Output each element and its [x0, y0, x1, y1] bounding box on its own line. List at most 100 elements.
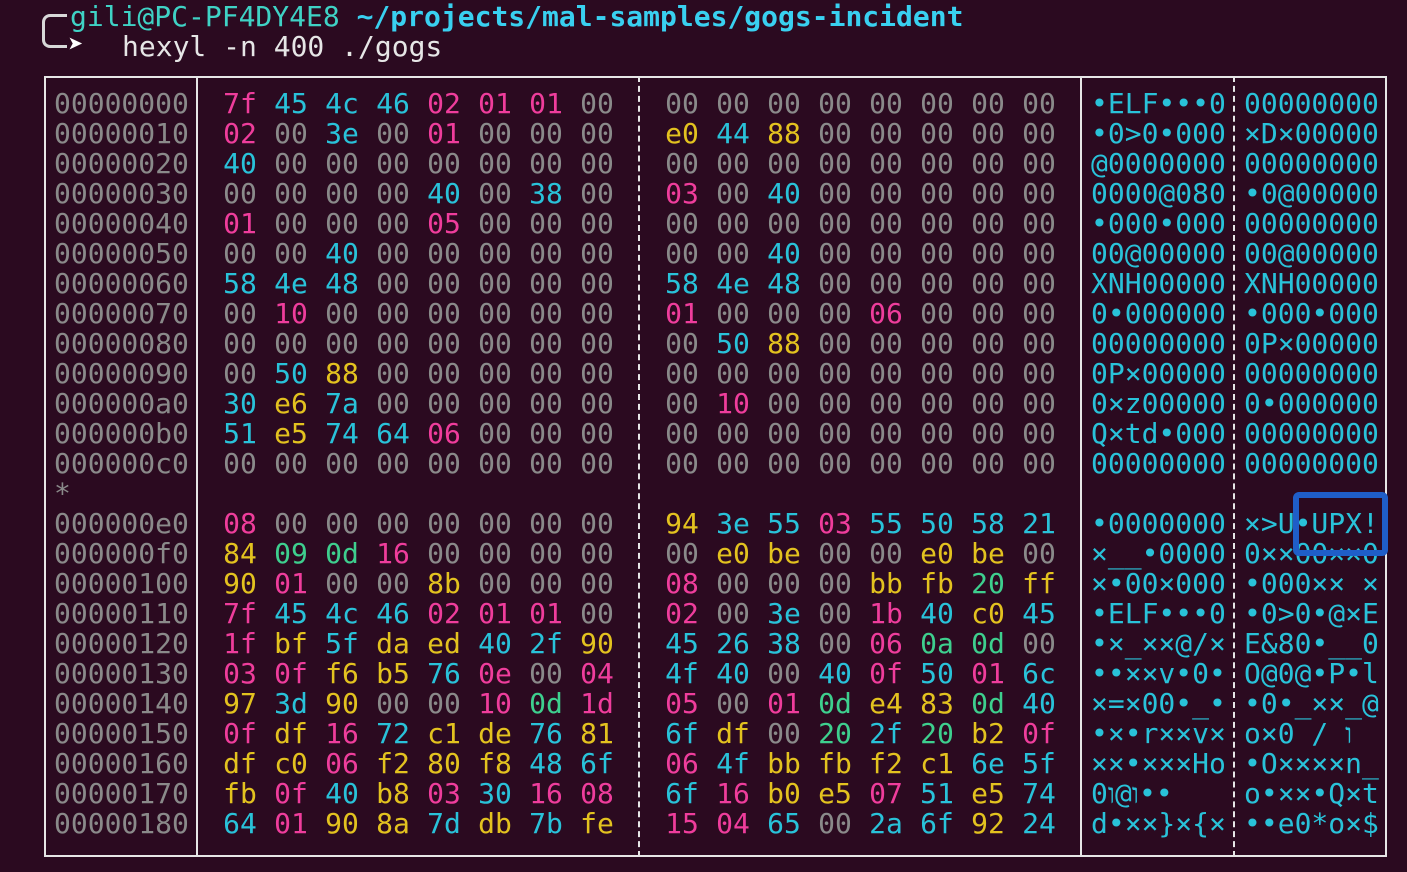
- hex-byte: 00: [869, 267, 903, 300]
- hex-byte: 00: [478, 357, 512, 390]
- text-column-right: 00000000: [1244, 447, 1379, 480]
- hex-byte: 00: [223, 357, 257, 390]
- hex-byte: 00: [1022, 207, 1056, 240]
- hex-byte: f6: [325, 657, 359, 690]
- hex-byte: e0: [920, 537, 954, 570]
- hex-byte: 88: [767, 327, 801, 360]
- hex-byte: 6f: [665, 717, 699, 750]
- hex-byte: 30: [478, 777, 512, 810]
- hex-byte: 1b: [869, 597, 903, 630]
- hex-byte: 00: [580, 507, 614, 540]
- hex-byte: 00: [767, 87, 801, 120]
- row-offset: 00000030: [54, 177, 189, 210]
- hex-byte: 00: [716, 357, 750, 390]
- hex-byte: 45: [274, 597, 308, 630]
- row-offset: 00000100: [54, 567, 189, 600]
- hex-byte: 00: [1022, 627, 1056, 660]
- prompt-arrow-icon: ➤: [68, 30, 84, 60]
- hex-byte: 00: [427, 327, 461, 360]
- hex-byte: 00: [869, 87, 903, 120]
- text-column-right: o•××•Q×t: [1244, 777, 1379, 810]
- hexdump-row: 00000000 7f 45 4c 46 02 01 01 00 00 00 00 00 00 00 00 00…: [0, 89, 1407, 119]
- hex-byte: 2f: [869, 717, 903, 750]
- text-column-left: XNH00000: [1091, 267, 1226, 300]
- hex-byte: 00: [767, 717, 801, 750]
- hex-byte: bb: [767, 747, 801, 780]
- text-column-right: •0•_××_@: [1244, 687, 1379, 720]
- hexdump-row: 00000120 1f bf 5f da ed 40 2f 90 45 26 38 00 06 0a 0d 00…: [0, 629, 1407, 659]
- hex-byte: 00: [427, 507, 461, 540]
- hex-byte: 7f: [223, 87, 257, 120]
- text-column-left: ••××v•0•: [1091, 657, 1226, 690]
- hex-byte: b2: [971, 717, 1005, 750]
- hex-byte: e0: [716, 537, 750, 570]
- text-column-right: 00@00000: [1244, 237, 1379, 270]
- hex-byte: 00: [274, 327, 308, 360]
- hex-byte: c0: [274, 747, 308, 780]
- hex-byte: 20: [920, 717, 954, 750]
- hex-byte: 00: [478, 537, 512, 570]
- hex-byte: 00: [529, 327, 563, 360]
- row-offset: 00000080: [54, 327, 189, 360]
- hex-byte: 00: [869, 177, 903, 210]
- hex-byte: 02: [427, 87, 461, 120]
- hex-byte: 48: [529, 747, 563, 780]
- hex-byte: 00: [767, 657, 801, 690]
- row-offset: 00000140: [54, 687, 189, 720]
- row-offset: 00000180: [54, 807, 189, 840]
- hex-byte: 03: [223, 657, 257, 690]
- text-column-right: 00000000: [1244, 207, 1379, 240]
- hex-byte: 06: [665, 747, 699, 780]
- hex-byte: 00: [920, 237, 954, 270]
- hex-byte: 00: [376, 327, 410, 360]
- hex-byte: 00: [274, 507, 308, 540]
- hex-byte: 00: [665, 387, 699, 420]
- hex-byte: 00: [529, 387, 563, 420]
- hex-byte: f2: [869, 747, 903, 780]
- hex-byte: 90: [580, 627, 614, 660]
- hex-byte: 00: [818, 87, 852, 120]
- hex-byte: 00: [223, 327, 257, 360]
- hex-byte: 20: [971, 567, 1005, 600]
- text-column-right: 0•000000: [1244, 387, 1379, 420]
- hexdump-row: 000000a0 30 e6 7a 00 00 00 00 00 00 10 00 00 00 00 00 00…: [0, 389, 1407, 419]
- hexdump-row: 000000e0 08 00 00 00 00 00 00 00 94 3e 55 03 55 50 58 21…: [0, 509, 1407, 539]
- hex-byte: 21: [1022, 507, 1056, 540]
- hexdump-row: 000000b0 51 e5 74 64 06 00 00 00 00 00 00 00 00 00 00 00…: [0, 419, 1407, 449]
- hex-byte: 00: [716, 297, 750, 330]
- hex-byte: 4f: [665, 657, 699, 690]
- hex-byte: 7f: [223, 597, 257, 630]
- hex-byte: 00: [920, 177, 954, 210]
- text-column-left: 0•000000: [1091, 297, 1226, 330]
- hex-byte: 38: [767, 627, 801, 660]
- hex-byte: db: [478, 807, 512, 840]
- hex-byte: 00: [427, 447, 461, 480]
- hex-byte: 01: [274, 567, 308, 600]
- hex-byte: 00: [427, 297, 461, 330]
- hex-byte: 00: [1022, 87, 1056, 120]
- row-offset: 00000010: [54, 117, 189, 150]
- row-offset: 00000000: [54, 87, 189, 120]
- hex-byte: 00: [376, 177, 410, 210]
- text-column-left: 0000@080: [1091, 177, 1226, 210]
- hex-byte: 00: [971, 177, 1005, 210]
- hex-byte: 00: [869, 447, 903, 480]
- text-column-right: XNH00000: [1244, 267, 1379, 300]
- hexdump-row: 00000160 df c0 06 f2 80 f8 48 6f 06 4f bb fb f2 c1 6e 5f…: [0, 749, 1407, 779]
- hex-byte: 00: [818, 387, 852, 420]
- hex-byte: 00: [716, 177, 750, 210]
- hex-byte: 00: [376, 357, 410, 390]
- hex-byte: 06: [869, 627, 903, 660]
- hexdump-row: 00000150 0f df 16 72 c1 de 76 81 6f df 00 20 2f 20 b2 0f…: [0, 719, 1407, 749]
- hex-byte: 08: [223, 507, 257, 540]
- hex-byte: 51: [223, 417, 257, 450]
- hex-byte: 40: [1022, 687, 1056, 720]
- hex-byte: 00: [274, 237, 308, 270]
- hex-byte: 0e: [478, 657, 512, 690]
- hex-byte: 00: [767, 417, 801, 450]
- hex-byte: 00: [427, 357, 461, 390]
- hex-byte: 0d: [971, 687, 1005, 720]
- hex-byte: 01: [971, 657, 1005, 690]
- hex-byte: 1d: [580, 687, 614, 720]
- hex-byte: 55: [869, 507, 903, 540]
